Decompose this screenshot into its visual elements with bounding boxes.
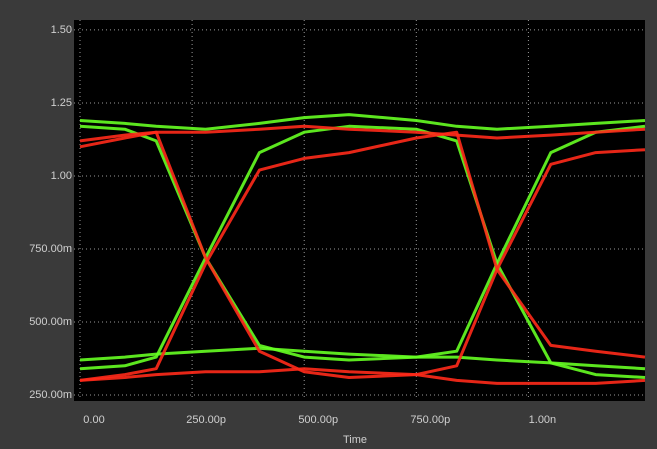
y-tick-label: 1.00 <box>51 170 72 182</box>
x-tick-label: 500.00p <box>298 414 338 426</box>
y-tick-label: 1.50 <box>51 24 72 36</box>
x-tick-label: 1.00n <box>529 414 557 426</box>
y-tick-label: 750.00m <box>29 243 72 255</box>
x-tick-label: 750.00p <box>410 414 450 426</box>
trace <box>79 346 646 371</box>
y-tick-label: 1.25 <box>51 97 72 109</box>
y-tick-label: 250.00m <box>29 389 72 401</box>
plot-area <box>74 20 645 401</box>
trace <box>79 124 646 362</box>
trace <box>79 124 646 143</box>
trace <box>79 367 646 385</box>
trace <box>79 113 646 131</box>
x-axis-label: Time <box>343 434 367 446</box>
x-tick-label: 250.00p <box>186 414 226 426</box>
x-tick-label: 0.00 <box>83 414 104 426</box>
trace <box>79 130 646 382</box>
y-tick-label: 500.00m <box>29 316 72 328</box>
